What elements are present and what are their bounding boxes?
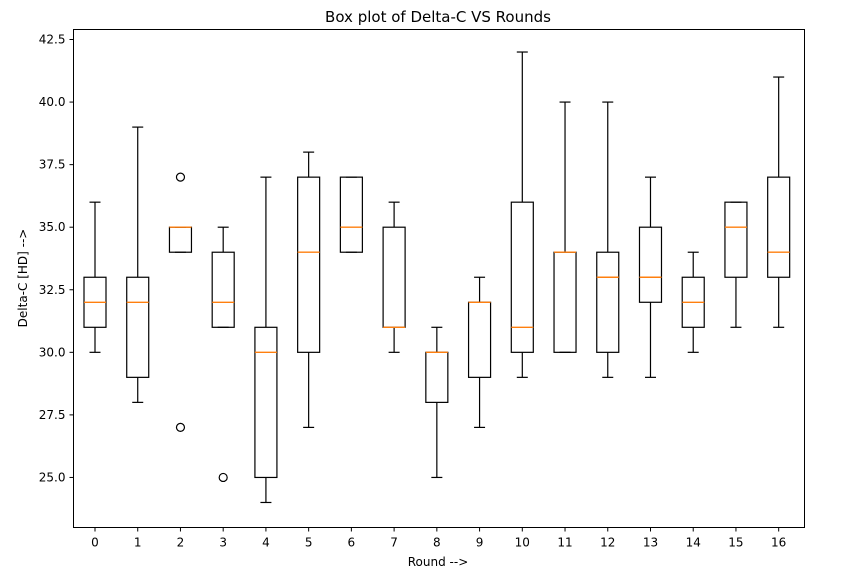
box-round-13: [638, 176, 663, 378]
y-tick-label: 32.5: [39, 283, 66, 297]
box-round-1: [126, 126, 150, 403]
x-tick-label: 6: [348, 536, 356, 550]
iqr-box: [339, 176, 363, 253]
x-tick-label: 12: [600, 536, 615, 550]
box-round-2: [168, 172, 193, 432]
x-tick-label: 3: [219, 536, 227, 550]
y-tick-label: 30.0: [39, 345, 66, 359]
box-round-11: [553, 101, 577, 353]
box-series: [83, 51, 791, 504]
iqr-box: [596, 251, 620, 353]
iqr-box: [724, 201, 748, 278]
iqr-box: [254, 326, 278, 479]
outlier-point: [175, 422, 186, 432]
iqr-box: [767, 176, 791, 278]
x-tick-label: 10: [515, 536, 530, 550]
x-tick-label: 5: [305, 536, 313, 550]
iqr-box: [553, 251, 577, 353]
chart-title: Box plot of Delta-C VS Rounds: [325, 8, 551, 26]
x-tick-label: 11: [557, 536, 572, 550]
iqr-box: [297, 176, 321, 353]
box-round-9: [467, 276, 492, 428]
x-tick-label: 7: [390, 536, 398, 550]
iqr-box: [382, 226, 406, 328]
y-tick-label: 37.5: [39, 158, 66, 172]
iqr-box: [126, 276, 150, 378]
x-tick-label: 13: [643, 536, 658, 550]
x-tick-label: 15: [728, 536, 743, 550]
box-round-6: [339, 176, 363, 253]
iqr-box: [638, 226, 663, 303]
iqr-box: [168, 226, 193, 253]
iqr-box: [211, 251, 235, 328]
box-round-14: [681, 251, 705, 353]
x-tick-label: 14: [686, 536, 701, 550]
box-round-10: [510, 51, 534, 378]
x-tick-label: 2: [177, 536, 185, 550]
box-round-0: [83, 201, 107, 353]
box-round-7: [382, 201, 406, 353]
y-tick-label: 27.5: [39, 408, 66, 422]
y-tick-label: 40.0: [39, 95, 66, 109]
x-axis-ticks: 0 1 2 3 4 5 6 7 8 9 10 11 12 13 14 15 16: [91, 527, 786, 550]
iqr-box: [510, 201, 534, 353]
x-tick-label: 1: [134, 536, 142, 550]
box-round-3: [211, 226, 235, 483]
box-round-12: [596, 101, 620, 378]
box-round-8: [425, 326, 449, 479]
x-axis-label: Round -->: [408, 555, 469, 569]
x-tick-label: 4: [262, 536, 270, 550]
y-tick-label: 25.0: [39, 470, 66, 484]
plot-frame: [73, 29, 805, 528]
box-round-16: [767, 76, 791, 328]
y-axis-ticks: 25.0 27.5 30.0 32.5 35.0 37.5 40.0 42.5: [39, 33, 74, 484]
box-round-15: [724, 201, 748, 328]
iqr-box: [467, 301, 492, 378]
x-tick-label: 9: [476, 536, 484, 550]
outlier-point: [175, 172, 186, 182]
outlier-point: [218, 472, 228, 483]
y-axis-label: Delta-C [HD] -->: [16, 229, 30, 328]
x-tick-label: 16: [771, 536, 786, 550]
x-tick-label: 8: [433, 536, 441, 550]
y-tick-label: 35.0: [39, 220, 66, 234]
x-tick-label: 0: [91, 536, 99, 550]
box-round-4: [254, 176, 278, 504]
y-tick-label: 42.5: [39, 33, 66, 47]
box-round-5: [297, 151, 321, 428]
iqr-box: [425, 351, 449, 403]
